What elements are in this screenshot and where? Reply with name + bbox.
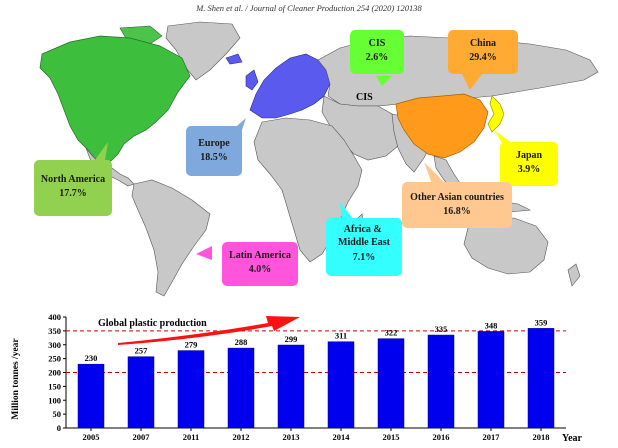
y-tick-label: 0 (57, 423, 61, 433)
x-tick-label-2005: 2005 (83, 432, 100, 442)
data-label-2016: 335 (435, 324, 448, 334)
data-label-2011: 279 (185, 340, 198, 350)
callout-latin-america: Latin America 4.0% (196, 242, 298, 286)
y-tick-label: 100 (48, 395, 61, 405)
callout-europe-value: 18.5% (200, 152, 228, 163)
callout-africa-value: 7.1% (353, 252, 376, 263)
bar-2005 (77, 363, 105, 429)
x-tick-label-2012: 2012 (233, 432, 250, 442)
x-tick-label-2014: 2014 (333, 432, 351, 442)
callout-africa-middle-east: Africa & Middle East 7.1% (326, 202, 402, 276)
x-tick-label-2007: 2007 (133, 432, 151, 442)
callout-china-value: 29.4% (469, 52, 497, 63)
production-chart: 0 50 100 150 200 250 300 350 400 2005 2007 2011 2012… (11, 312, 583, 444)
data-label-2007: 257 (135, 346, 149, 356)
bar-2015 (377, 338, 405, 429)
cis-map-label: CIS (356, 92, 373, 103)
iceland-landmass (225, 53, 243, 65)
data-label-2013: 299 (285, 334, 298, 344)
bar-2014 (327, 341, 355, 429)
callout-africa-name: Africa & (344, 224, 382, 235)
callout-north-america: North America 17.7% (34, 142, 112, 216)
chart-annotation: Global plastic production (98, 318, 207, 329)
callout-latin-america-name: Latin America (229, 250, 291, 261)
callout-latin-america-value: 4.0% (249, 264, 272, 275)
chart-axes: 0 50 100 150 200 250 300 350 400 2005 2007 2011 2012… (48, 312, 566, 442)
data-label-2017: 348 (485, 320, 498, 330)
greenland-landmass (165, 21, 241, 81)
y-tick-label: 400 (48, 312, 61, 322)
callout-cis: CIS 2.6% (350, 30, 404, 86)
data-label-2012: 288 (235, 337, 248, 347)
x-axis-label: Year (562, 433, 583, 444)
callout-cis-name: CIS (369, 38, 386, 49)
x-tick-label-2016: 2016 (433, 432, 450, 442)
callout-europe: Europe 18.5% (186, 118, 246, 176)
growth-arrow (118, 316, 300, 345)
callout-japan: Japan 3.9% (494, 130, 558, 186)
callout-europe-name: Europe (198, 138, 230, 149)
x-tick-label-2017: 2017 (483, 432, 501, 442)
x-tick-label-2015: 2015 (383, 432, 400, 442)
uk-landmass (245, 69, 259, 91)
callout-north-america-name: North America (41, 174, 105, 185)
data-label-2014: 311 (335, 331, 347, 341)
callout-china-name: China (470, 38, 496, 49)
bar-2013 (277, 344, 305, 429)
journal-citation: M. Shen et al. / Journal of Cleaner Prod… (196, 3, 422, 13)
callout-china: China 29.4% (448, 30, 518, 90)
bar-2016 (427, 334, 455, 429)
bar-2011 (177, 350, 205, 429)
south-america-landmass (131, 179, 211, 297)
bars (77, 328, 555, 429)
north-america-landmass (39, 35, 191, 167)
y-tick-label: 250 (48, 354, 61, 364)
data-label-2018: 359 (535, 317, 548, 327)
svg-text:Africa & Middle East: Africa & Middle East (338, 224, 391, 248)
data-label-2015: 322 (385, 328, 398, 338)
callout-japan-name: Japan (516, 150, 543, 161)
callout-other-asia: Other Asian countries 16.8% (402, 162, 512, 228)
callout-north-america-value: 17.7% (59, 188, 87, 199)
data-labels: 230 257 279 288 299 311 322 335 348 359 (85, 317, 548, 363)
bar-2018 (527, 328, 555, 429)
y-tick-label: 300 (48, 340, 61, 350)
y-tick-label: 50 (53, 409, 62, 419)
callout-other-asia-name: Other Asian countries (410, 192, 504, 203)
x-tick-label-2013: 2013 (283, 432, 300, 442)
world-map: CIS CIS 2.6% China 29.4% Europe 18.5% No… (0, 14, 618, 300)
bar-2007 (127, 356, 155, 429)
y-tick-label: 350 (48, 326, 61, 336)
callout-other-asia-value: 16.8% (443, 206, 471, 217)
japan-landmass (487, 95, 505, 133)
x-tick-label-2018: 2018 (533, 432, 550, 442)
callout-cis-value: 2.6% (366, 52, 389, 63)
china-landmass (395, 93, 489, 159)
bar-2017 (477, 331, 505, 429)
callout-japan-value: 3.9% (518, 164, 541, 175)
y-axis-label: Million tonnes /year (11, 338, 21, 420)
y-tick-label: 200 (48, 368, 61, 378)
x-tick-label-2011: 2011 (183, 432, 200, 442)
data-label-2005: 230 (85, 353, 98, 363)
bar-2012 (227, 347, 255, 429)
new-zealand-landmass (567, 263, 581, 287)
y-tick-label: 150 (48, 381, 61, 391)
